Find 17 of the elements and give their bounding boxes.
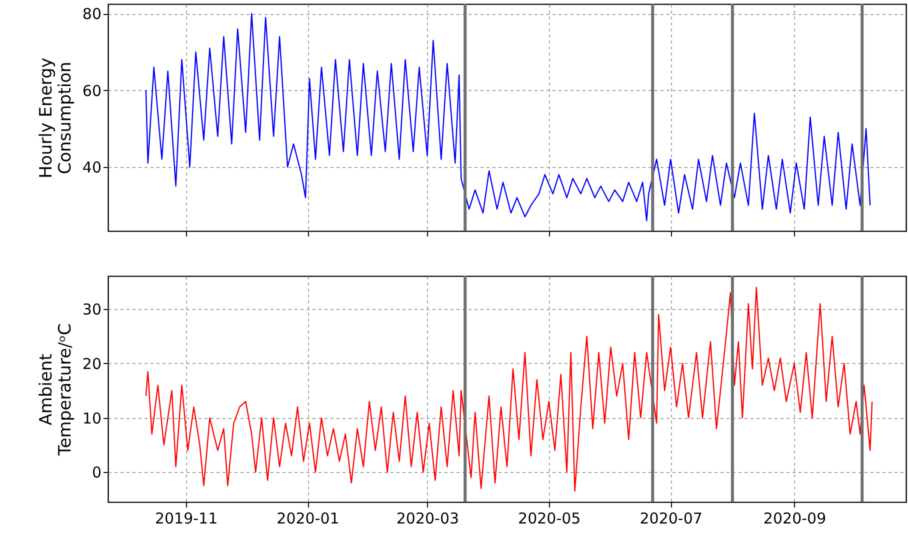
x-tick-label: 2020-01 [276, 510, 340, 528]
x-tick-label: 2019-11 [154, 510, 218, 528]
y-tick-label: 10 [82, 409, 102, 428]
y-tick-label: 0 [92, 464, 102, 482]
y-tick-label: 60 [82, 82, 102, 100]
y-tick-label: 30 [82, 300, 102, 319]
y-axis-title: Hourly Energy Consumption [36, 58, 76, 178]
x-tick-label: 2020-07 [640, 510, 702, 528]
line-series [145, 12, 871, 222]
x-tick-label: 2020-03 [396, 510, 460, 528]
x-tick-label: 2020-09 [763, 510, 826, 528]
y-tick-label: 40 [82, 158, 102, 176]
y-axis-title: Ambient Temperature/ᵒC [36, 323, 76, 457]
y-tick-label: 20 [82, 354, 102, 373]
y-tick-label: 80 [82, 5, 102, 24]
line-series [145, 286, 873, 492]
x-tick-label: 2020-05 [518, 510, 581, 528]
